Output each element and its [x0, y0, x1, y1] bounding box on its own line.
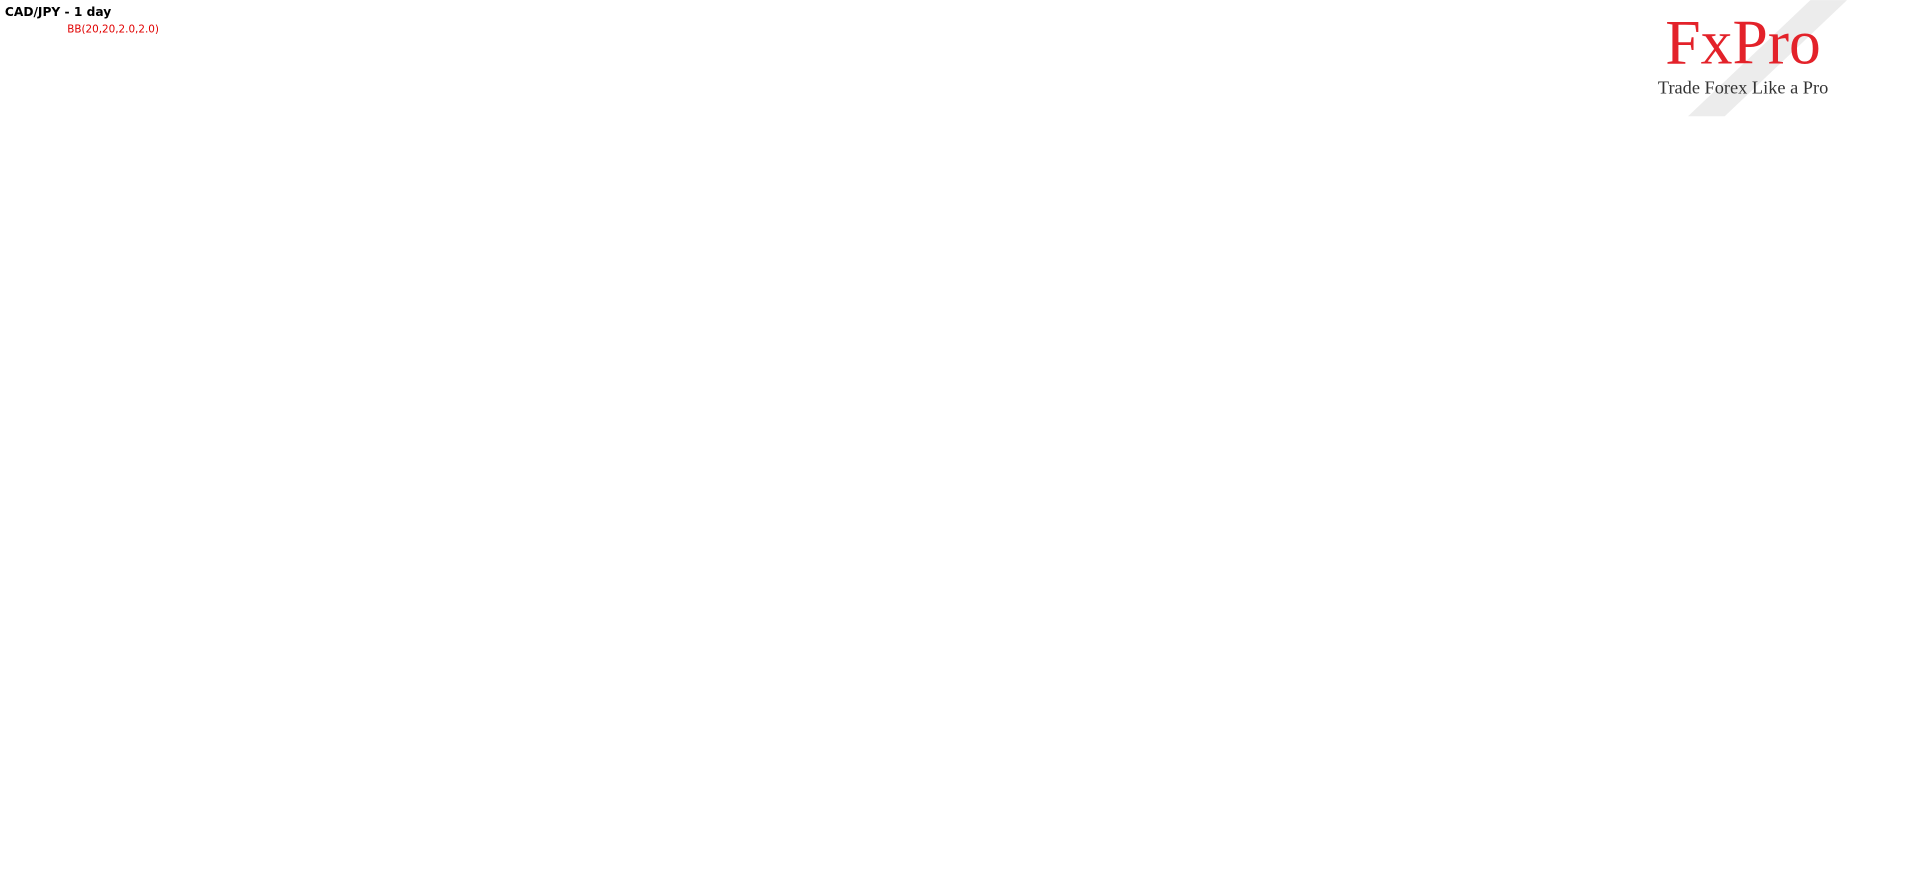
logo-brand: FxPro — [1665, 7, 1821, 78]
indicator-label: BB(20,20,2.0,2.0) — [67, 23, 159, 35]
chart-title: CAD/JPY - 1 day — [5, 5, 111, 19]
logo-stripe — [1688, 0, 1848, 117]
axes-layer: CAD/JPY - 1 day BB(20,20,2.0,2.0) — [5, 5, 159, 36]
logo: FxPro Trade Forex Like a Pro — [1634, 0, 1862, 117]
logo-tagline: Trade Forex Like a Pro — [1658, 78, 1828, 98]
